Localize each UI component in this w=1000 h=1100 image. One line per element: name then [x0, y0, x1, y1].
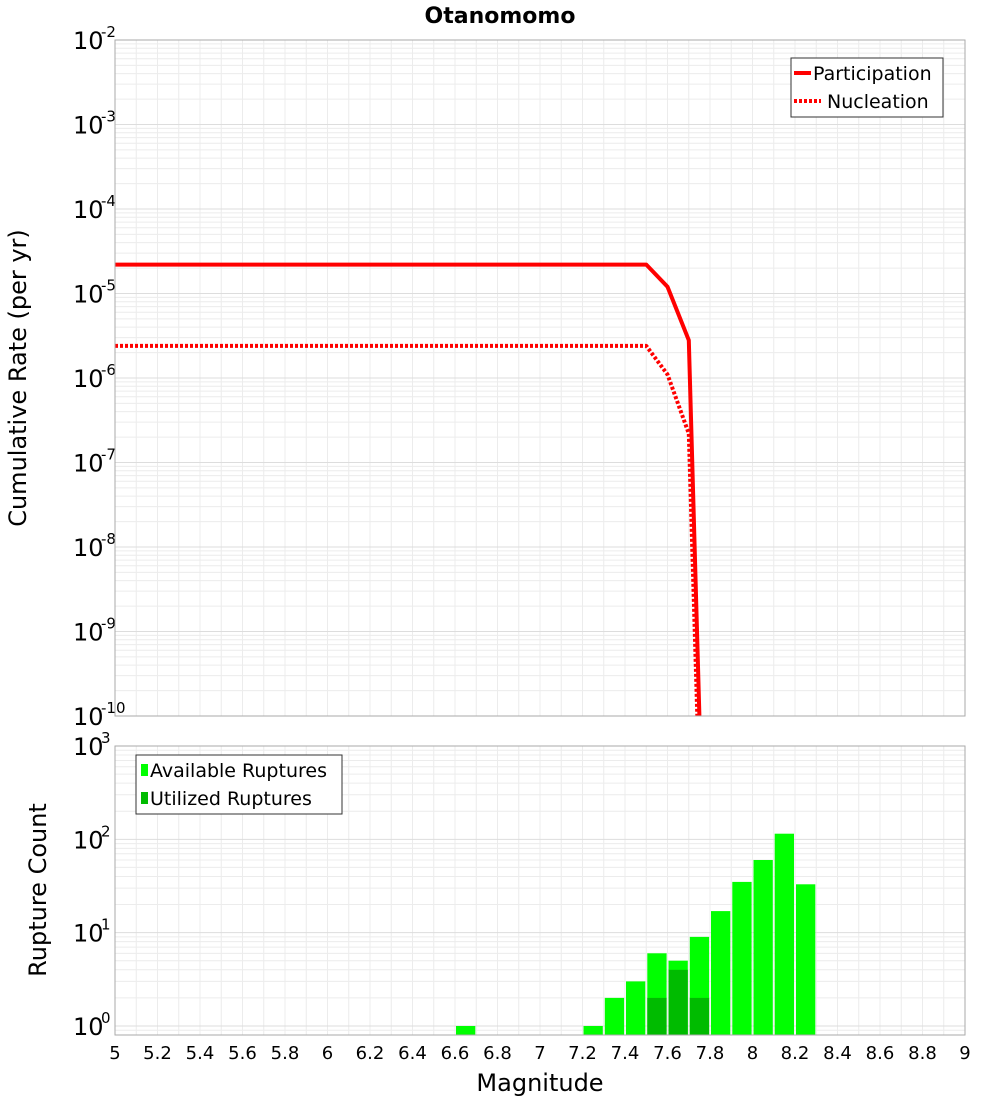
bar-available-ruptures	[796, 884, 816, 1035]
x-tick-label: 6.2	[356, 1043, 385, 1064]
count-y-tick-label: 10	[73, 920, 104, 948]
x-tick-label: 7.6	[653, 1043, 682, 1064]
count-y-tick-exponent: 2	[101, 822, 111, 840]
count-bars	[456, 833, 816, 1035]
bar-available-ruptures	[711, 911, 731, 1035]
rate-y-tick-exponent: -7	[101, 446, 116, 464]
x-tick-label: 8.4	[823, 1043, 852, 1064]
count-legend: Available Ruptures Utilized Ruptures	[135, 754, 343, 815]
x-ticks: 5 5.2 5.4 5.6 5.8 6 6.2 6.4 6.6 6.8 7 7.2 7.4 7.6 7.8 8…	[109, 1043, 970, 1064]
rate-y-tick-label: 10	[73, 112, 104, 140]
legend-nucleation-label: Nucleation	[827, 91, 929, 113]
count-y-tick-exponent: 0	[101, 1009, 111, 1027]
x-tick-label: 8.2	[781, 1043, 810, 1064]
x-tick-label: 5.2	[143, 1043, 172, 1064]
rate-y-tick-label: 10	[73, 365, 104, 393]
count-y-tick-label: 10	[73, 733, 104, 761]
rate-series	[115, 262, 702, 717]
x-tick-label: 6.4	[398, 1043, 427, 1064]
bar-available-ruptures	[604, 997, 625, 1035]
rate-y-tick-exponent: -10	[101, 699, 126, 717]
bar-utilized-ruptures	[647, 997, 667, 1035]
rate-y-tick-exponent: -4	[101, 192, 116, 210]
rate-y-tick-label: 10	[73, 281, 104, 309]
rate-y-tick-exponent: -6	[101, 361, 116, 379]
bar-available-ruptures	[583, 1026, 603, 1035]
legend-available-label: Available Ruptures	[150, 760, 327, 782]
legend-participation-label: Participation	[813, 63, 932, 85]
count-y-tick-label: 10	[73, 826, 104, 854]
rate-grid	[114, 39, 966, 717]
x-tick-label: 6	[322, 1043, 333, 1064]
series-line-participation	[115, 262, 702, 717]
x-tick-label: 5	[109, 1043, 120, 1064]
x-tick-label: 5.4	[186, 1043, 215, 1064]
rate-y-tick-exponent: -5	[101, 277, 116, 295]
bar-utilized-ruptures	[689, 997, 710, 1035]
x-tick-label: 7.2	[568, 1043, 597, 1064]
count-y-tick-exponent: 1	[101, 916, 111, 934]
rate-y-tick-exponent: -2	[101, 23, 116, 41]
count-y-tick-label: 10	[73, 1013, 104, 1041]
legend-utilized-label: Utilized Ruptures	[150, 788, 312, 810]
x-axis-label: Magnitude	[476, 1069, 603, 1097]
rate-y-axis-label: Cumulative Rate (per yr)	[4, 229, 32, 527]
rate-legend: Participation Nucleation	[790, 57, 944, 118]
bar-utilized-ruptures	[668, 969, 688, 1035]
rate-y-tick-label: 10	[73, 196, 104, 224]
x-tick-label: 8	[747, 1043, 758, 1064]
x-tick-label: 7.4	[611, 1043, 640, 1064]
x-tick-label: 8.8	[908, 1043, 937, 1064]
bar-available-ruptures	[732, 881, 752, 1035]
bar-available-ruptures	[753, 860, 773, 1035]
bar-available-ruptures	[774, 833, 794, 1035]
legend-utilized-swatch	[141, 792, 148, 804]
x-tick-label: 5.6	[228, 1043, 257, 1064]
x-tick-label: 8.6	[866, 1043, 895, 1064]
count-y-axis-label: Rupture Count	[24, 803, 52, 977]
x-tick-label: 6.8	[483, 1043, 512, 1064]
rate-y-tick-label: 10	[73, 27, 104, 55]
x-tick-label: 9	[959, 1043, 970, 1064]
rate-y-tick-exponent: -3	[101, 108, 116, 126]
count-y-tick-exponent: 3	[101, 729, 111, 747]
x-tick-label: 7	[534, 1043, 545, 1064]
rate-plot-border	[114, 39, 966, 717]
rate-y-tick-exponent: -9	[101, 615, 116, 633]
rate-y-tick-label: 10	[73, 703, 104, 731]
x-tick-label: 7.8	[696, 1043, 725, 1064]
rate-y-tick-label: 10	[73, 534, 104, 562]
rate-y-tick-exponent: -8	[101, 530, 116, 548]
series-line-nucleation	[115, 343, 700, 717]
rate-y-tick-label: 10	[73, 450, 104, 478]
x-tick-label: 5.8	[271, 1043, 300, 1064]
legend-available-swatch	[141, 764, 148, 776]
chart-title: Otanomomo	[425, 4, 576, 29]
count-legend-box	[135, 754, 343, 815]
bar-available-ruptures	[626, 981, 646, 1035]
bar-available-ruptures	[456, 1026, 476, 1035]
rate-y-tick-label: 10	[73, 619, 104, 647]
x-tick-label: 6.6	[441, 1043, 470, 1064]
count-plot-border	[114, 745, 966, 1036]
rate-legend-box	[790, 57, 944, 118]
